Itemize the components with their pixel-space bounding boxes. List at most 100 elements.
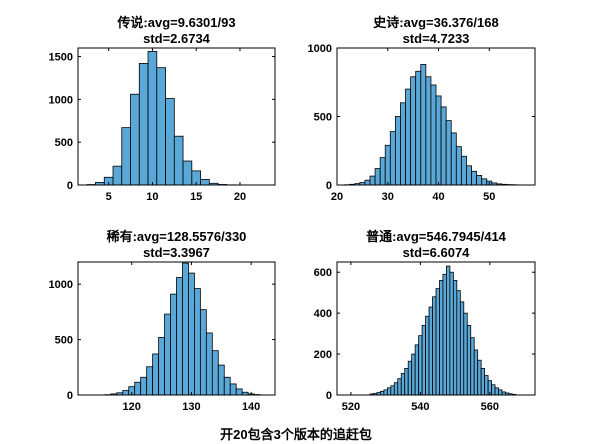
histogram-bar bbox=[430, 84, 437, 186]
histogram-bar bbox=[440, 106, 447, 186]
histogram-bar bbox=[414, 344, 420, 396]
y-tick-label: 0 bbox=[326, 390, 332, 402]
histogram-bar bbox=[182, 262, 189, 396]
x-tick-label: 40 bbox=[432, 191, 444, 203]
histogram-bar bbox=[158, 336, 165, 396]
histogram-bar bbox=[415, 70, 422, 186]
histogram-bar bbox=[425, 76, 432, 186]
histogram-bar bbox=[480, 367, 486, 396]
histogram-bar bbox=[476, 175, 483, 186]
histogram-bar bbox=[494, 387, 499, 396]
x-tick-label: 540 bbox=[411, 401, 429, 413]
plot-frame-1 bbox=[77, 47, 276, 186]
histogram-bar bbox=[404, 367, 409, 396]
histogram-bar bbox=[466, 325, 472, 396]
histogram-bar bbox=[439, 280, 444, 396]
histogram-bar bbox=[364, 179, 371, 186]
x-tick-label: 50 bbox=[483, 191, 495, 203]
histogram-bar bbox=[170, 293, 177, 396]
histogram-bar bbox=[481, 178, 488, 186]
histogram-bar bbox=[156, 67, 166, 186]
histogram-bar bbox=[442, 273, 447, 396]
histogram-bar bbox=[122, 390, 130, 396]
y-tick-label: 500 bbox=[314, 112, 332, 124]
histogram-bar bbox=[199, 309, 207, 396]
x-tick-label: 120 bbox=[123, 401, 141, 413]
histogram-bar bbox=[389, 131, 396, 186]
histogram-bar bbox=[211, 350, 219, 396]
histogram-bar bbox=[394, 116, 401, 186]
chart-subtitle: std=2.6734 bbox=[143, 31, 211, 46]
histogram-bar bbox=[194, 288, 201, 396]
y-tick-label: 200 bbox=[314, 349, 332, 361]
chart-title: 史诗:avg=36.376/168 bbox=[373, 15, 498, 30]
histogram-bar bbox=[223, 376, 231, 396]
histogram-bar bbox=[152, 353, 159, 396]
y-tick-label: 500 bbox=[55, 137, 73, 149]
histogram-bar bbox=[435, 95, 442, 186]
histogram-bar bbox=[369, 175, 376, 186]
histogram-bar bbox=[164, 313, 171, 396]
plot-frame-4 bbox=[336, 261, 536, 396]
histogram-bar bbox=[418, 335, 423, 396]
y-tick-label: 400 bbox=[314, 308, 332, 320]
histogram-bar bbox=[182, 160, 193, 186]
x-tick-label: 15 bbox=[190, 191, 202, 203]
chart-subtitle: std=4.7233 bbox=[403, 31, 470, 46]
y-tick-label: 1000 bbox=[49, 94, 73, 106]
histogram-bar bbox=[498, 389, 503, 396]
histogram-bar bbox=[446, 265, 451, 396]
histogram-bar bbox=[459, 301, 465, 396]
histogram-bar bbox=[420, 64, 427, 186]
histogram-bar bbox=[383, 389, 388, 396]
x-tick-label: 130 bbox=[182, 401, 200, 413]
histogram-bar bbox=[188, 272, 195, 396]
histogram-bar bbox=[229, 383, 237, 396]
histogram-bar bbox=[400, 102, 406, 186]
histogram-bar bbox=[393, 382, 399, 396]
x-tick-label: 20 bbox=[331, 191, 343, 203]
histogram-bar bbox=[374, 168, 381, 186]
histogram-bar bbox=[205, 332, 213, 396]
histogram-bar bbox=[112, 165, 123, 186]
histogram-bar bbox=[380, 390, 385, 396]
x-tick-label: 560 bbox=[481, 401, 499, 413]
histogram-bar bbox=[146, 366, 154, 396]
y-tick-label: 500 bbox=[55, 335, 73, 347]
histogram-bar bbox=[477, 359, 482, 396]
histogram-bar bbox=[470, 337, 475, 396]
histogram-bar bbox=[491, 384, 496, 396]
histogram-bar bbox=[435, 288, 440, 396]
x-tick-label: 30 bbox=[382, 191, 394, 203]
histogram-bar bbox=[421, 325, 426, 396]
histogram-bar bbox=[140, 376, 148, 396]
histogram-bar bbox=[138, 63, 149, 186]
histogram-bar bbox=[473, 349, 479, 396]
histogram-bar bbox=[134, 381, 142, 396]
x-tick-label: 10 bbox=[146, 191, 158, 203]
y-tick-label: 0 bbox=[67, 180, 73, 192]
plot-frame-3 bbox=[77, 261, 276, 396]
histogram-bar bbox=[405, 88, 412, 186]
y-tick-label: 0 bbox=[326, 180, 332, 192]
histogram-bar bbox=[411, 353, 416, 396]
histogram-bar bbox=[200, 179, 210, 186]
histogram-bar bbox=[463, 312, 468, 396]
histogram-bar bbox=[428, 306, 433, 396]
x-tick-label: 520 bbox=[342, 401, 360, 413]
chart-title: 传说:avg=9.6301/93 bbox=[116, 15, 235, 30]
y-tick-label: 1000 bbox=[308, 43, 332, 55]
histogram-bar bbox=[176, 277, 183, 396]
histogram-bar bbox=[445, 120, 452, 186]
histogram-bar bbox=[471, 170, 478, 186]
histogram-bar bbox=[466, 165, 472, 186]
chart-subtitle: std=6.6074 bbox=[403, 245, 471, 260]
x-tick-label: 5 bbox=[106, 191, 112, 203]
y-tick-label: 0 bbox=[67, 390, 73, 402]
histogram-bar bbox=[484, 375, 489, 396]
chart-title: 普通:avg=546.7945/414 bbox=[366, 229, 507, 244]
histogram-bar bbox=[397, 378, 402, 396]
histogram-bar bbox=[390, 385, 395, 396]
chart-title: 稀有:avg=128.5576/330 bbox=[107, 229, 247, 244]
histogram-bar bbox=[386, 387, 392, 396]
